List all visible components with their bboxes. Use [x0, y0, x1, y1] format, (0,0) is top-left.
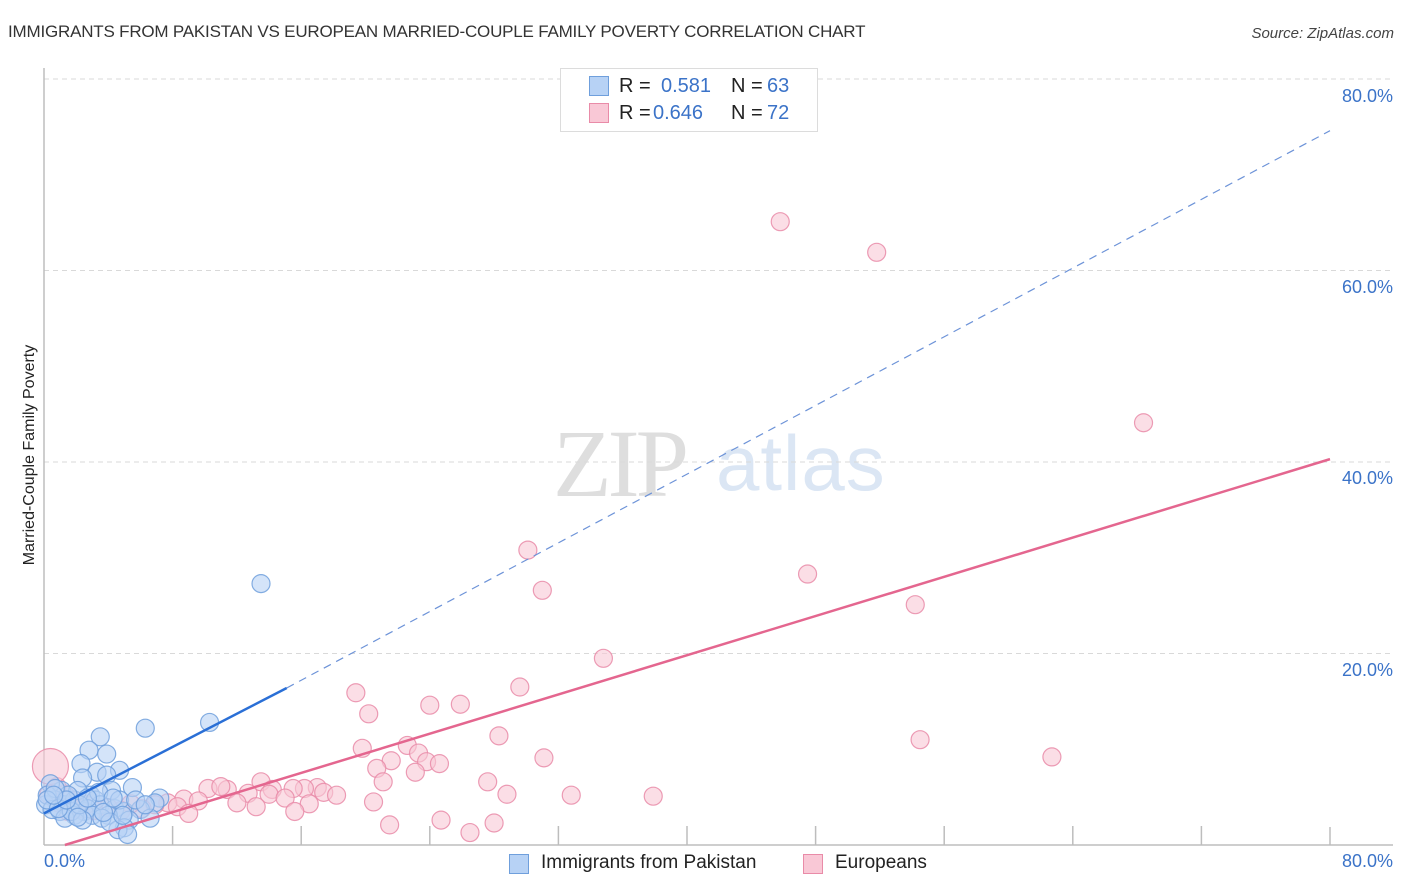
data-point [905, 595, 925, 615]
data-point [44, 785, 64, 805]
data-point [246, 797, 266, 817]
data-point [363, 792, 384, 812]
data-point [484, 813, 504, 833]
data-point [1133, 413, 1154, 433]
watermark-atlas: atlas [716, 419, 886, 507]
europeans-swatch-icon [589, 103, 609, 123]
y-tick-20: 20.0% [1341, 660, 1393, 680]
data-point [251, 574, 271, 594]
data-point [103, 788, 123, 808]
r-value: 0.581 [661, 75, 712, 97]
y-tick-40: 40.0% [1341, 468, 1393, 488]
data-point [534, 748, 554, 768]
r-value: 0.646 [653, 102, 704, 124]
data-point [593, 648, 614, 668]
data-point [227, 793, 247, 813]
x-tick-80: 80.0% [1341, 851, 1393, 871]
gridlines [44, 78, 1393, 654]
y-axis-label: Married-Couple Family Poverty [21, 344, 38, 566]
data-point [460, 822, 480, 843]
r-label: R = [619, 102, 651, 124]
data-point [93, 802, 114, 823]
data-point [373, 772, 393, 792]
axes [43, 68, 1393, 846]
data-point [1042, 747, 1062, 767]
data-point [90, 727, 110, 747]
data-point [346, 683, 366, 703]
pakistan-swatch-icon [589, 76, 609, 96]
data-point [405, 762, 425, 782]
data-point [211, 776, 231, 797]
pakistan-trend-extension [286, 130, 1331, 689]
correlation-stats-box: R = 0.581 N = 63 R = 0.646 N = 72 [560, 68, 818, 132]
pakistan-legend-swatch-icon [509, 854, 529, 874]
data-point [532, 580, 552, 600]
europeans-legend-swatch-icon [803, 854, 823, 874]
europeans-points [31, 212, 1154, 843]
data-point [420, 695, 440, 715]
data-point [489, 726, 509, 746]
pakistan-trend-line [43, 686, 288, 815]
data-point [643, 786, 663, 806]
x-tick-0: 0.0% [44, 851, 86, 871]
data-point [359, 704, 379, 724]
data-point [910, 730, 930, 750]
watermark-zip: ZIP [553, 410, 689, 517]
data-point [275, 788, 295, 808]
data-point [450, 694, 470, 714]
legend-label: Immigrants from Pakistan [541, 852, 757, 873]
europeans-trend-line [64, 457, 1331, 847]
data-point [68, 807, 88, 827]
pakistan-points [36, 574, 271, 845]
data-point [797, 564, 818, 584]
data-point [497, 784, 517, 804]
y-tick-60: 60.0% [1341, 277, 1393, 297]
data-point [478, 772, 498, 792]
n-label: N = [731, 75, 763, 97]
n-label: N = [731, 102, 763, 124]
legend-label: Europeans [835, 852, 927, 873]
trend-lines [43, 130, 1331, 847]
data-point [135, 795, 155, 815]
data-point [380, 815, 400, 835]
chart-title: IMMIGRANTS FROM PAKISTAN VS EUROPEAN MAR… [8, 22, 866, 41]
data-point [429, 754, 450, 774]
data-point [510, 677, 530, 697]
r-label: R = [619, 75, 651, 97]
data-point [770, 212, 790, 232]
source-label: Source: ZipAtlas.com [1251, 25, 1394, 42]
n-value: 72 [767, 102, 790, 124]
data-point [285, 801, 305, 822]
data-point [867, 242, 887, 262]
data-point [431, 810, 451, 830]
n-value: 63 [767, 75, 790, 97]
data-point [113, 805, 133, 825]
y-tick-80: 80.0% [1341, 86, 1393, 106]
data-point [135, 718, 155, 738]
data-point [97, 744, 117, 764]
data-point [326, 785, 347, 805]
data-point [561, 785, 581, 805]
